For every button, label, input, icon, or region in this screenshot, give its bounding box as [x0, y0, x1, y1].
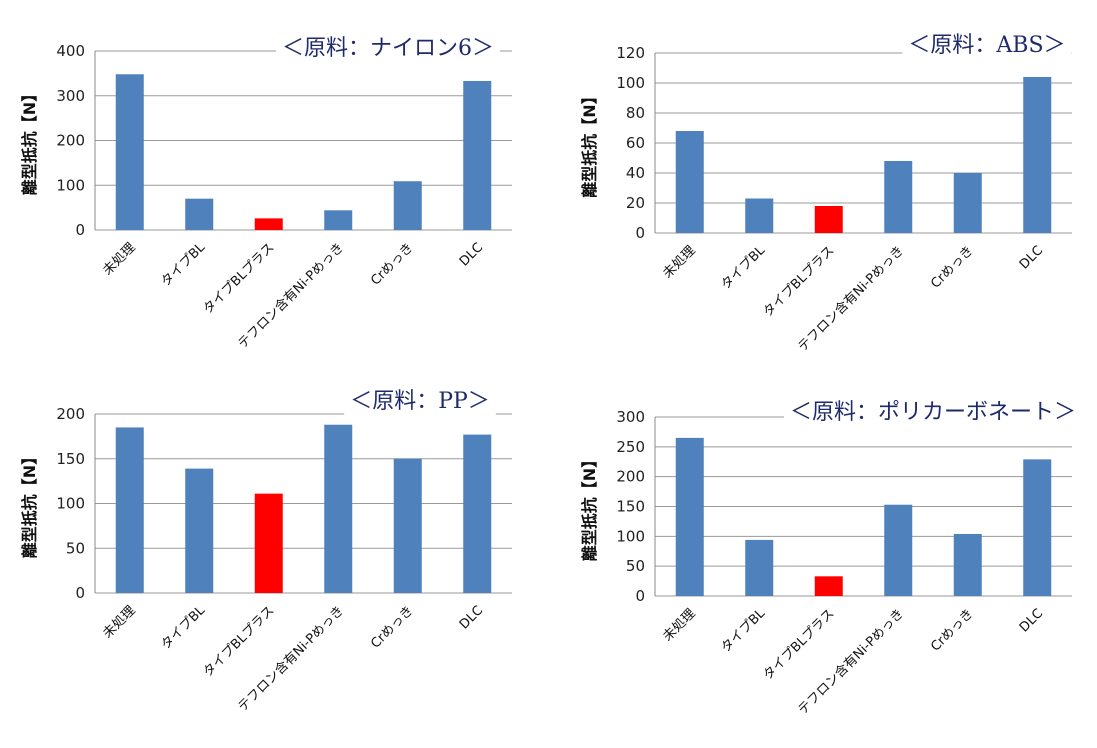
chart-pp: 0 50 100 150 200 未処理 タイプBL タイプBLプラス テフロン含有Ni-Pめっ… — [0, 372, 540, 748]
category-label: タイプBLプラス — [201, 240, 278, 317]
y-axis-label: 離型抵抗【N】 — [580, 88, 599, 197]
chart-title: ＜原料：PP＞ — [350, 389, 490, 414]
chart-title: ＜原料：ABS＞ — [908, 33, 1065, 58]
bar — [675, 131, 704, 233]
y-tick-label: 200 — [616, 468, 645, 486]
category-label: タイプBL — [718, 606, 768, 656]
chart-title-background — [344, 387, 496, 416]
y-tick-label: 50 — [66, 539, 85, 557]
category-label: 未処理 — [100, 240, 138, 278]
category-label: DLC — [1017, 243, 1046, 272]
y-axis-label: 離型抵抗【N】 — [20, 449, 39, 558]
chart-abs: 0 20 40 60 80 100 120 未処理 タイプBL タイプBLプラス テフロン含有Ni-… — [555, 0, 1095, 376]
category-label: Crめっき — [368, 240, 416, 288]
y-tick-label: 80 — [626, 104, 645, 122]
y-axis-label: 離型抵抗【N】 — [20, 86, 39, 195]
bar — [254, 218, 283, 230]
bar — [1023, 77, 1052, 233]
bar — [884, 504, 913, 596]
y-tick-label: 400 — [56, 42, 85, 60]
y-tick-label: 150 — [56, 450, 85, 468]
chart-title: ＜原料：ポリカーボネート＞ — [790, 400, 1076, 425]
y-tick-label: 200 — [56, 405, 85, 423]
chart-nylon6: 0 100 200 300 400 未処理 タイプBL タイプBLプラス テフロン含有Ni-Pめ… — [0, 0, 540, 376]
y-tick-label: 120 — [616, 44, 645, 62]
category-label: タイプBL — [158, 603, 208, 653]
y-tick-label: 60 — [626, 134, 645, 152]
y-tick-label: 100 — [56, 495, 85, 513]
bar — [463, 80, 492, 230]
bar — [324, 210, 353, 230]
chart-title-background — [902, 31, 1072, 60]
bar — [814, 576, 843, 596]
category-label: 未処理 — [660, 606, 698, 644]
y-tick-label: 0 — [75, 584, 85, 602]
category-label: タイプBLプラス — [761, 606, 838, 683]
category-label: タイプBLプラス — [761, 243, 838, 320]
bar — [115, 74, 144, 231]
category-label: DLC — [1017, 606, 1046, 635]
bar — [185, 198, 214, 230]
y-tick-label: 200 — [56, 132, 85, 150]
y-axis-label: 離型抵抗【N】 — [580, 452, 599, 561]
category-label: タイプBLプラス — [201, 603, 278, 680]
category-label: タイプBL — [158, 240, 208, 290]
category-label: タイプBL — [718, 243, 768, 293]
y-tick-label: 50 — [626, 557, 645, 575]
bar — [115, 427, 144, 593]
category-label: Crめっき — [928, 606, 976, 654]
category-label: DLC — [457, 603, 486, 632]
chart-polycarbonate: 0 50 100 150 200 250 300 未処理 タイプBL タイプBLプラス テフロン含有… — [555, 372, 1095, 748]
bar — [185, 468, 214, 593]
y-tick-label: 100 — [616, 527, 645, 545]
chart-title: ＜原料：ナイロン6＞ — [282, 36, 494, 61]
chart-title-background — [276, 34, 500, 63]
bar — [953, 173, 982, 233]
bar — [393, 181, 422, 230]
y-tick-label: 100 — [616, 74, 645, 92]
bar — [814, 206, 843, 233]
y-tick-label: 250 — [616, 438, 645, 456]
category-label: Crめっき — [368, 603, 416, 651]
bar — [254, 493, 283, 593]
y-tick-label: 100 — [56, 176, 85, 194]
y-tick-label: 0 — [75, 221, 85, 239]
bar — [884, 161, 913, 233]
bar — [393, 458, 422, 593]
bar — [675, 437, 704, 596]
bar — [463, 434, 492, 593]
bar — [745, 198, 774, 233]
y-tick-label: 40 — [626, 164, 645, 182]
bar — [745, 539, 774, 596]
category-label: Crめっき — [928, 243, 976, 291]
category-label: DLC — [457, 240, 486, 269]
chart-title-background — [783, 398, 1083, 427]
category-label: 未処理 — [100, 603, 138, 641]
y-tick-label: 20 — [626, 194, 645, 212]
bar — [324, 424, 353, 593]
y-tick-label: 0 — [635, 224, 645, 242]
category-label: 未処理 — [660, 243, 698, 281]
bar — [953, 533, 982, 596]
bar — [1023, 459, 1052, 596]
y-tick-label: 0 — [635, 587, 645, 605]
y-tick-label: 300 — [56, 87, 85, 105]
y-tick-label: 150 — [616, 498, 645, 516]
y-tick-label: 300 — [616, 408, 645, 426]
